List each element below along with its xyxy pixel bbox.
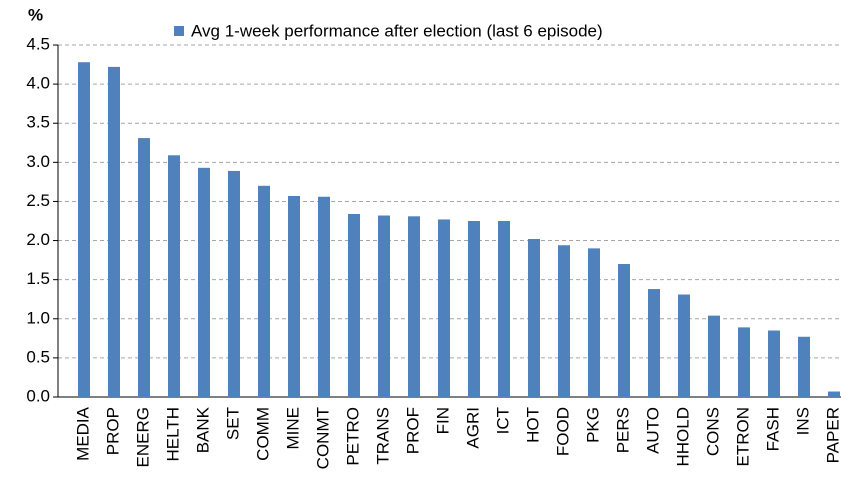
x-tick-label: INS	[793, 407, 812, 435]
x-tick-label: CONS	[703, 407, 722, 456]
bar	[108, 66, 120, 397]
x-tick-label: FASH	[763, 407, 782, 451]
y-tick-label: 2.5	[26, 191, 50, 210]
y-tick-label: 3.0	[26, 152, 50, 171]
bar	[408, 216, 420, 397]
x-tick-label: HELTH	[163, 407, 182, 461]
y-unit: %	[28, 5, 43, 24]
bar	[78, 62, 90, 397]
bar	[438, 219, 450, 397]
x-tick-label: MEDIA	[73, 406, 92, 461]
x-tick-label: FIN	[433, 407, 452, 434]
x-tick-label: PROP	[103, 407, 122, 455]
y-tick-label: 4.0	[26, 74, 50, 93]
x-tick-label: AUTO	[643, 407, 662, 454]
bar	[528, 238, 540, 397]
x-tick-label: ENERG	[133, 407, 152, 467]
bar	[378, 215, 390, 397]
y-tick-label: 3.5	[26, 113, 50, 132]
x-tick-label: ICT	[493, 407, 512, 434]
bar	[588, 248, 600, 397]
bar	[468, 221, 480, 397]
x-tick-label: MINE	[283, 407, 302, 450]
bar	[648, 289, 660, 397]
x-tick-label: TRANS	[373, 407, 392, 465]
legend-label: Avg 1-week performance after election (l…	[191, 21, 603, 40]
legend-swatch	[174, 26, 184, 36]
x-tick-label: PETRO	[343, 407, 362, 466]
bar	[228, 170, 240, 397]
bar	[738, 327, 750, 397]
bar	[258, 185, 270, 397]
x-tick-label: SET	[223, 407, 242, 440]
bar	[138, 138, 150, 397]
bar	[318, 196, 330, 397]
x-tick-label: PAPER	[823, 407, 841, 463]
y-tick-label: 0.5	[26, 347, 50, 366]
x-tick-label: COMM	[253, 407, 272, 461]
y-tick-label: 2.0	[26, 230, 50, 249]
bar	[288, 195, 300, 397]
bar	[348, 213, 360, 397]
bar	[798, 336, 810, 397]
x-tick-label: PERS	[613, 407, 632, 453]
bar	[198, 167, 210, 397]
bar	[558, 245, 570, 397]
x-tick-label: BANK	[193, 406, 212, 453]
y-tick-label: 1.0	[26, 308, 50, 327]
x-tick-label: HHOLD	[673, 407, 692, 467]
x-tick-label: FOOD	[553, 407, 572, 456]
y-tick-label: 0.0	[26, 386, 50, 405]
y-tick-label: 4.5	[26, 34, 50, 53]
bar	[498, 221, 510, 397]
bar	[708, 315, 720, 397]
x-tick-label: PROF	[403, 407, 422, 454]
bar	[168, 155, 180, 397]
bar	[768, 330, 780, 397]
x-tick-label: PKG	[583, 407, 602, 443]
x-tick-label: ETRON	[733, 407, 752, 467]
x-tick-label: AGRI	[463, 407, 482, 449]
x-tick-label: CONMT	[313, 407, 332, 469]
x-tick-label: HOT	[523, 407, 542, 443]
bar	[828, 391, 840, 397]
y-tick-label: 1.5	[26, 269, 50, 288]
bar	[618, 264, 630, 397]
bar	[678, 294, 690, 397]
